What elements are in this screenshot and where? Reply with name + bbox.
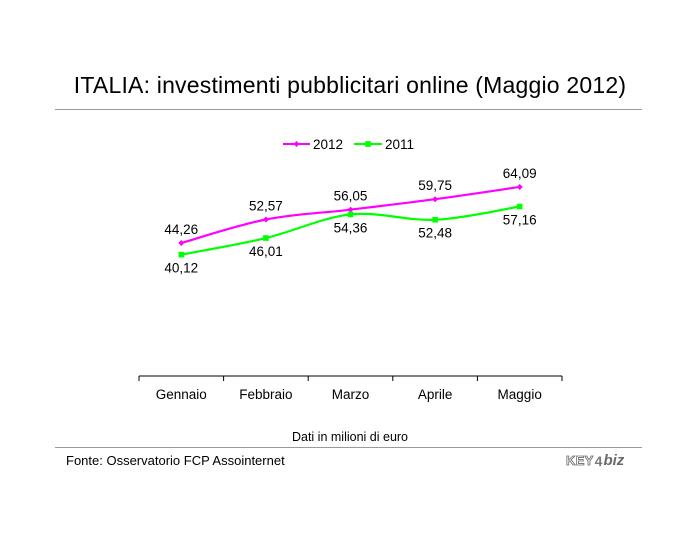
chart-title: ITALIA: investimenti pubblicitari online… <box>73 72 627 98</box>
data-point-2011 <box>263 235 269 241</box>
data-label-2011: 46,01 <box>249 244 283 259</box>
key4biz-logo: KEY4biz <box>566 452 625 472</box>
data-label-2011: 40,12 <box>164 261 198 276</box>
x-tick-label-febbraio: Febbraio <box>239 387 292 402</box>
units-note: Dati in milioni di euro <box>291 430 409 444</box>
legend-marker-2012 <box>293 141 300 147</box>
data-label-2012: 64,09 <box>503 166 537 181</box>
data-point-2011 <box>432 216 438 223</box>
data-label-2012: 56,05 <box>334 189 368 204</box>
logo-key: KEY <box>566 453 594 469</box>
data-point-2012 <box>347 206 354 213</box>
data-point-2012 <box>178 239 185 246</box>
data-point-2012 <box>432 196 439 203</box>
legend-marker-2011 <box>365 141 371 147</box>
data-label-2011: 57,16 <box>503 213 537 228</box>
source-text: Fonte: Osservatorio FCP Assointernet <box>66 453 285 468</box>
data-point-2012 <box>262 216 269 223</box>
logo-four: 4 <box>594 452 603 469</box>
logo-biz: biz <box>603 452 625 470</box>
data-point-2012 <box>516 183 523 190</box>
x-tick-label-marzo: Marzo <box>332 387 370 402</box>
data-label-2012: 52,57 <box>249 198 283 213</box>
legend-label-2012: 2012 <box>313 137 343 152</box>
x-tick-label-gennaio: Gennaio <box>156 387 207 402</box>
data-label-2011: 54,36 <box>334 220 368 235</box>
data-label-2012: 44,26 <box>164 222 198 237</box>
data-label-2011: 52,48 <box>418 226 452 241</box>
title-divider <box>55 109 642 110</box>
footer-divider <box>55 447 642 448</box>
data-point-2011 <box>516 203 523 210</box>
line-chart: Gennaio Febbraio Marzo Aprile Maggio 44,26 52,… <box>138 137 563 402</box>
x-tick-label-aprile: Aprile <box>418 387 453 402</box>
data-label-2012: 59,75 <box>418 178 452 193</box>
x-tick-label-maggio: Maggio <box>498 387 542 402</box>
legend-label-2011: 2011 <box>385 137 414 152</box>
data-point-2011 <box>347 211 354 218</box>
data-point-2011 <box>178 251 185 258</box>
